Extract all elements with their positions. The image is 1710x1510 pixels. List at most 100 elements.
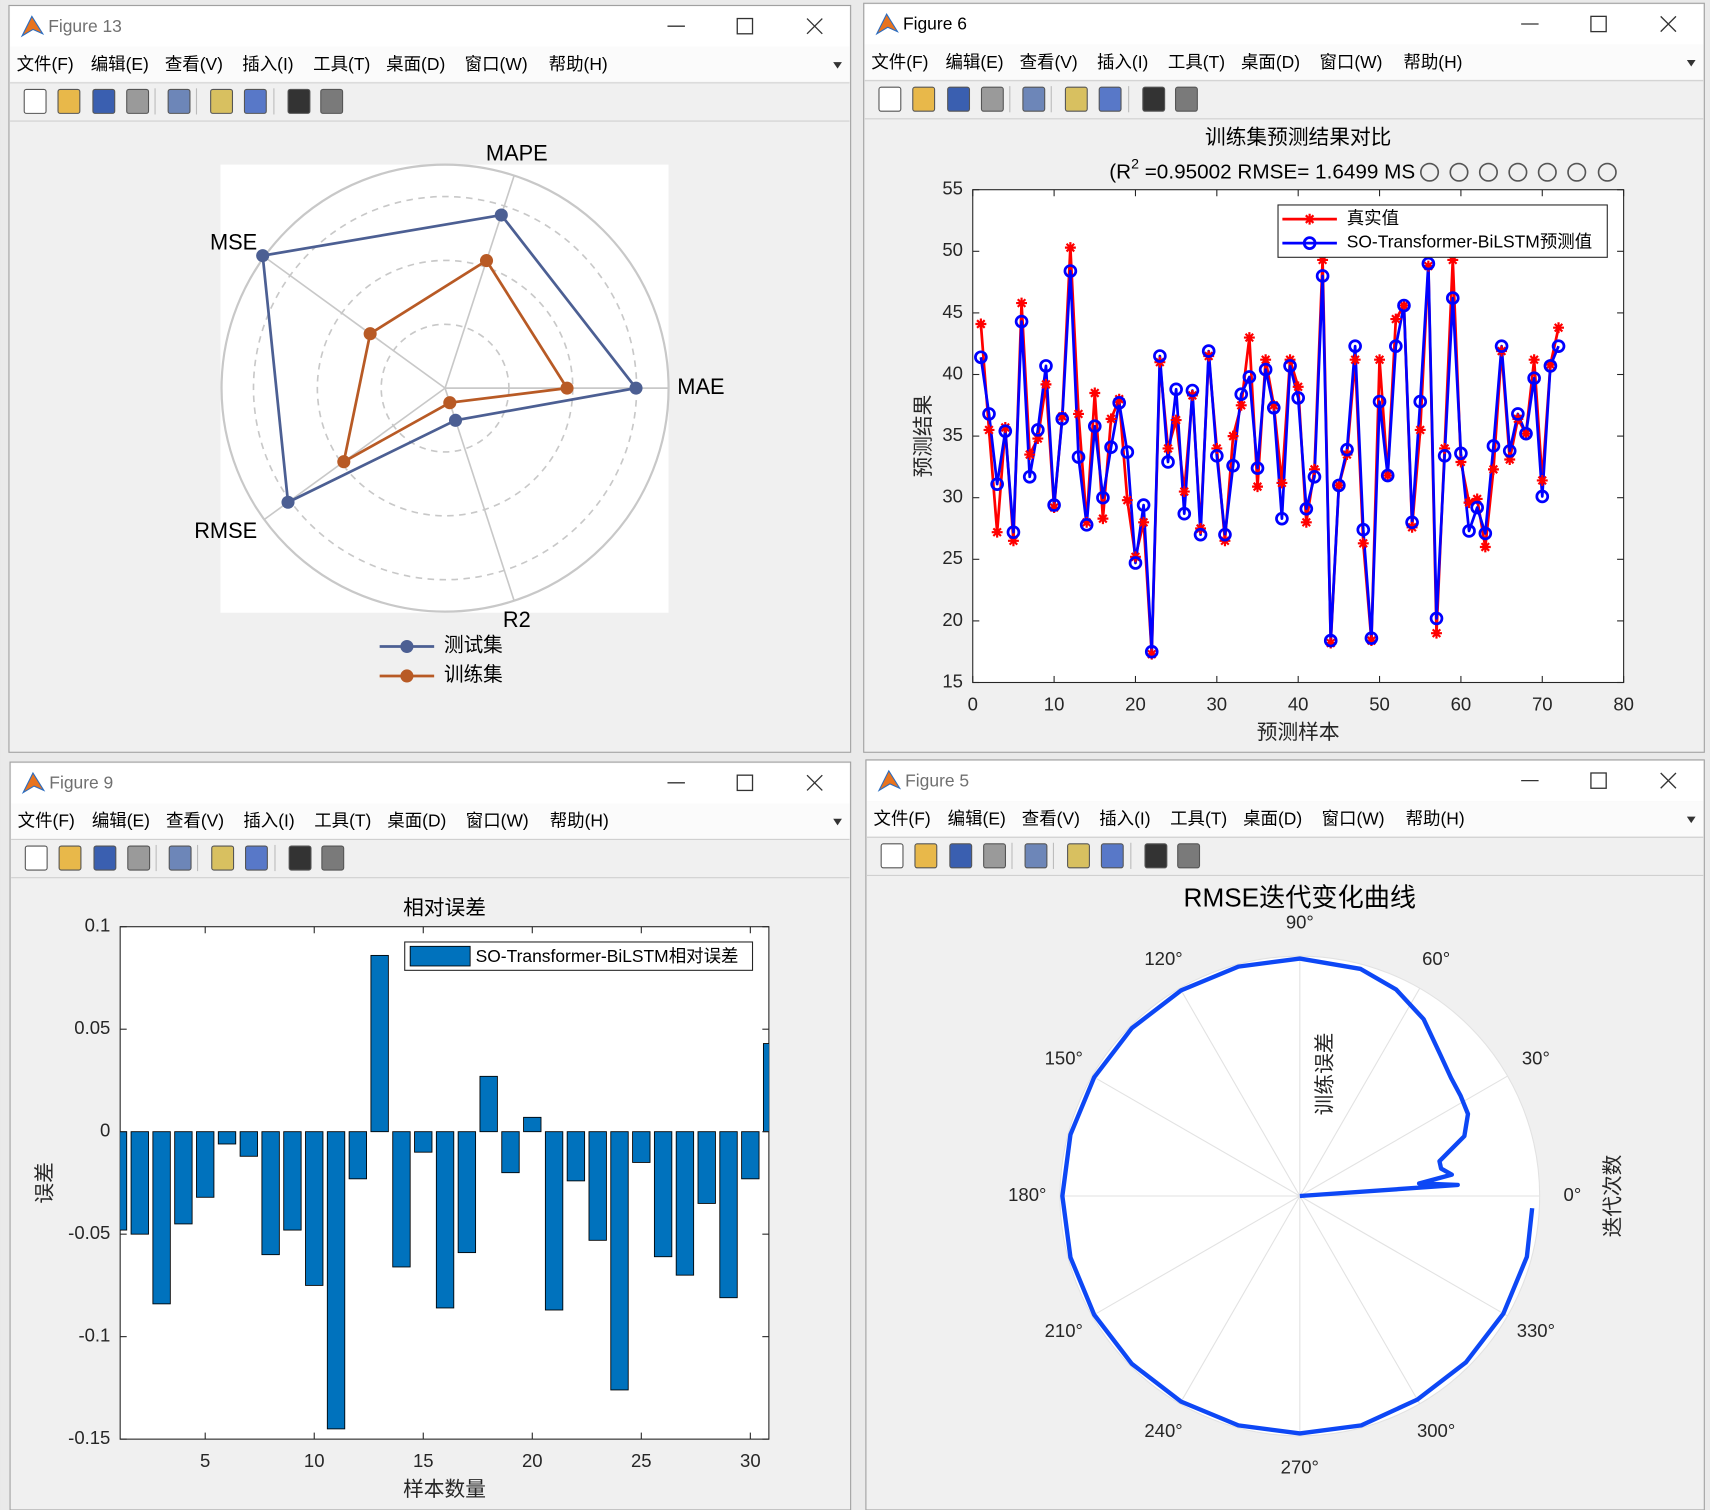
menu-item[interactable]: 帮助(H) <box>1403 52 1462 72</box>
close-button[interactable] <box>1660 772 1677 789</box>
toolbar-button[interactable] <box>320 88 344 114</box>
toolbar-button[interactable] <box>288 845 312 871</box>
toolbar-button[interactable] <box>1144 843 1168 869</box>
menu-item[interactable]: 编辑(E) <box>91 54 149 74</box>
menu-item[interactable]: 查看(V) <box>1020 52 1078 72</box>
toolbar-button[interactable] <box>168 845 192 871</box>
menu-arrow <box>1686 59 1696 67</box>
menu-bar <box>866 801 1704 837</box>
menu-item[interactable]: 窗口(W) <box>1319 52 1382 72</box>
toolbar-button[interactable] <box>167 88 191 114</box>
menu-item[interactable]: 桌面(D) <box>387 811 446 831</box>
theta-tick-label: 0° <box>1564 1184 1582 1205</box>
axes-toolbar-icon[interactable] <box>1597 162 1617 182</box>
menu-item[interactable]: 窗口(W) <box>465 54 528 74</box>
toolbar-button[interactable] <box>243 88 267 114</box>
menu-item[interactable]: 桌面(D) <box>386 54 445 74</box>
menu-item[interactable]: 插入(I) <box>1097 52 1148 72</box>
menu-item[interactable]: 查看(V) <box>166 811 224 831</box>
menu-item[interactable]: 帮助(H) <box>550 811 609 831</box>
menu-item[interactable]: 工具(T) <box>1168 52 1225 72</box>
toolbar-button[interactable] <box>949 843 973 869</box>
axes-toolbar-icon[interactable] <box>1567 162 1587 182</box>
menu-item[interactable]: 查看(V) <box>165 54 223 74</box>
toolbar-button[interactable] <box>321 845 345 871</box>
toolbar-button[interactable] <box>1100 843 1124 869</box>
menu-item[interactable]: 文件(F) <box>17 54 74 74</box>
marker <box>1227 430 1239 442</box>
close-button[interactable] <box>1660 15 1677 33</box>
marker <box>1494 339 1509 353</box>
menu-item[interactable]: 查看(V) <box>1022 808 1080 828</box>
marker <box>1170 414 1182 426</box>
menu-item[interactable]: 文件(F) <box>874 808 931 828</box>
toolbar-button[interactable] <box>287 88 311 114</box>
menu-item[interactable]: 文件(F) <box>871 52 928 72</box>
menu-item[interactable]: 插入(I) <box>1099 808 1150 828</box>
toolbar-button[interactable] <box>210 88 234 114</box>
toolbar-button[interactable] <box>57 88 81 114</box>
menu-item[interactable]: 文件(F) <box>18 811 75 831</box>
menu-item[interactable]: 帮助(H) <box>1406 808 1465 828</box>
menu-item[interactable]: 工具(T) <box>1170 808 1227 828</box>
marker <box>1364 631 1379 645</box>
menu-item[interactable]: 桌面(D) <box>1241 52 1300 72</box>
toolbar-button[interactable] <box>1098 86 1122 112</box>
menu-item[interactable]: 编辑(E) <box>945 52 1003 72</box>
axes-toolbar-icon[interactable] <box>1478 162 1498 182</box>
toolbar-button[interactable] <box>912 86 936 112</box>
marker <box>1138 516 1150 528</box>
toolbar-button[interactable] <box>92 88 116 114</box>
y-tick-label: 55 <box>942 178 963 199</box>
maximize-button[interactable] <box>736 17 754 35</box>
maximize-button[interactable] <box>1590 15 1607 33</box>
toolbar-button[interactable] <box>1067 843 1090 869</box>
toolbar-button[interactable] <box>1177 843 1201 869</box>
menu-item[interactable]: 插入(I) <box>242 54 293 74</box>
axes-toolbar-icon[interactable] <box>1420 162 1440 182</box>
menu-item[interactable]: 工具(T) <box>313 54 370 74</box>
toolbar-button[interactable] <box>878 86 902 112</box>
toolbar-button[interactable] <box>127 845 151 871</box>
toolbar-button[interactable] <box>211 845 235 871</box>
toolbar-button[interactable] <box>1064 86 1088 112</box>
toolbar-button[interactable] <box>1174 86 1198 112</box>
menu-item[interactable]: 帮助(H) <box>549 54 608 74</box>
toolbar-button[interactable] <box>1022 86 1046 112</box>
axes-toolbar-icon[interactable] <box>1508 162 1528 182</box>
toolbar-button[interactable] <box>1142 86 1166 112</box>
menu-bar <box>11 803 850 839</box>
toolbar-button[interactable] <box>947 86 971 112</box>
bar <box>479 1075 498 1133</box>
toolbar-button[interactable] <box>983 843 1006 869</box>
maximize-button[interactable] <box>1590 772 1607 789</box>
menu-item[interactable]: 桌面(D) <box>1243 808 1302 828</box>
toolbar-button[interactable] <box>980 86 1004 112</box>
axes-toolbar-icon[interactable] <box>1449 162 1469 182</box>
close-button[interactable] <box>806 774 823 791</box>
menu-item[interactable]: 窗口(W) <box>466 811 529 831</box>
toolbar-button[interactable] <box>880 843 904 869</box>
bar <box>566 1131 586 1182</box>
maximize-button[interactable] <box>736 774 754 792</box>
legend-marker <box>1304 213 1316 225</box>
toolbar-button[interactable] <box>24 845 48 871</box>
toolbar-button[interactable] <box>93 845 117 871</box>
menu-item[interactable]: 插入(I) <box>243 811 294 831</box>
menu-item[interactable]: 编辑(E) <box>948 808 1006 828</box>
x-tick-label: 30 <box>1207 693 1228 714</box>
toolbar-button[interactable] <box>914 843 938 869</box>
toolbar-button[interactable] <box>245 845 268 871</box>
menu-item[interactable]: 编辑(E) <box>92 811 150 831</box>
toolbar-button[interactable] <box>126 88 150 114</box>
toolbar-button[interactable] <box>23 88 47 114</box>
menu-item[interactable]: 窗口(W) <box>1322 808 1385 828</box>
axes-toolbar-icon[interactable] <box>1537 162 1557 182</box>
bar <box>392 1131 411 1268</box>
menu-item[interactable]: 工具(T) <box>314 811 371 831</box>
y-tick-label: 0 <box>100 1120 110 1141</box>
toolbar-button[interactable] <box>1024 843 1048 869</box>
close-button[interactable] <box>806 18 823 35</box>
toolbar-button[interactable] <box>58 845 82 871</box>
marker <box>1445 291 1460 305</box>
